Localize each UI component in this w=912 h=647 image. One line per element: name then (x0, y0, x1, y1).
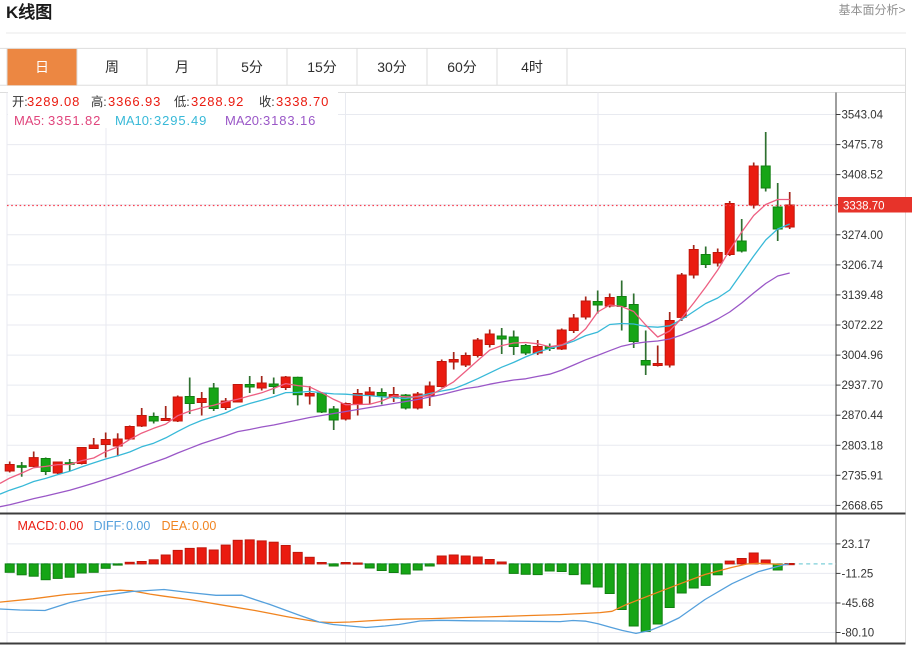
svg-text:30分: 30分 (377, 59, 407, 75)
svg-text:基本面分析>: 基本面分析> (838, 3, 905, 17)
svg-text:3475.78: 3475.78 (842, 140, 884, 152)
svg-text:月: 月 (175, 59, 189, 75)
svg-text:2803.18: 2803.18 (842, 440, 884, 452)
svg-text:5分: 5分 (241, 59, 263, 75)
svg-text:日: 日 (35, 59, 49, 75)
svg-text:3139.48: 3139.48 (842, 290, 884, 302)
svg-text:3408.52: 3408.52 (842, 170, 884, 182)
svg-text:K线图: K线图 (6, 2, 52, 22)
svg-text:3543.04: 3543.04 (842, 110, 884, 122)
svg-text:3274.00: 3274.00 (842, 230, 884, 242)
svg-text:23.17: 23.17 (842, 539, 871, 551)
svg-text:开:3289.08高:3366.93低:3288.92收:3: 开:3289.08 高:3366.93 低:3288.92 收:3338.70 (12, 94, 329, 109)
svg-text:15分: 15分 (307, 59, 337, 75)
svg-text:3338.70: 3338.70 (843, 201, 885, 213)
svg-text:3206.74: 3206.74 (842, 260, 884, 272)
svg-text:2870.44: 2870.44 (842, 410, 884, 422)
svg-text:3004.96: 3004.96 (842, 350, 884, 362)
svg-text:2937.70: 2937.70 (842, 380, 884, 392)
svg-text:3072.22: 3072.22 (842, 320, 884, 332)
svg-text:-11.25: -11.25 (842, 568, 874, 580)
svg-text:60分: 60分 (447, 59, 477, 75)
svg-text:2735.91: 2735.91 (842, 470, 884, 482)
svg-text:2668.65: 2668.65 (842, 500, 884, 512)
svg-text:-80.10: -80.10 (842, 628, 875, 640)
svg-text:周: 周 (105, 59, 119, 75)
svg-text:4时: 4时 (521, 59, 543, 75)
svg-text:-45.68: -45.68 (842, 598, 875, 610)
